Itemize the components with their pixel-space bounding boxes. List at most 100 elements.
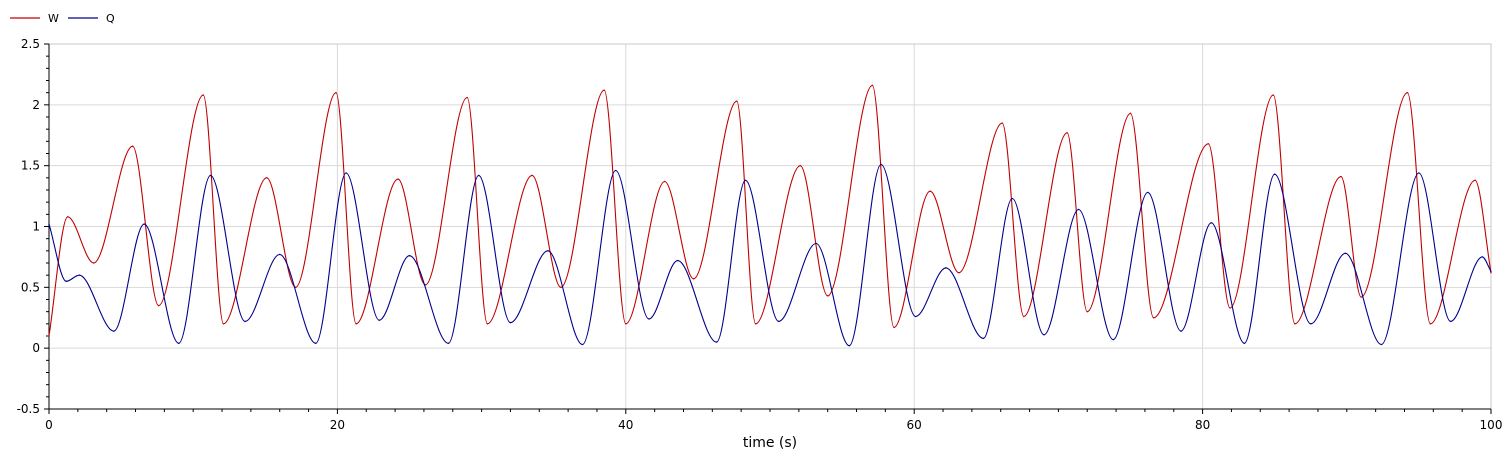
data-point-q	[615, 169, 617, 172]
data-point-q	[1380, 343, 1383, 346]
data-point-q	[1449, 320, 1452, 323]
data-point-q	[1481, 256, 1484, 258]
data-point-q	[378, 319, 380, 321]
data-point-q	[1243, 342, 1246, 344]
data-point-q	[715, 341, 718, 343]
data-point-w	[958, 272, 960, 274]
data-point-q	[848, 345, 851, 347]
data-point-w	[355, 323, 357, 325]
data-point-w	[871, 84, 874, 87]
data-point-w	[1207, 143, 1210, 145]
data-point-q	[478, 174, 480, 177]
data-point-w	[294, 286, 297, 289]
data-point-q	[1490, 270, 1492, 273]
data-point-q	[78, 274, 80, 276]
data-point-w	[531, 174, 533, 177]
data-point-w	[335, 91, 337, 94]
data-point-q	[982, 337, 985, 340]
series-line-w	[48, 84, 1492, 337]
data-point-q	[1147, 191, 1149, 194]
data-point-w	[603, 89, 605, 91]
x-tick-label: 60	[907, 418, 922, 432]
data-point-q	[1011, 197, 1013, 200]
data-point-w	[1406, 91, 1409, 94]
data-point-w	[202, 94, 204, 96]
data-point-q	[581, 343, 584, 346]
data-point-w	[222, 323, 225, 325]
data-point-w	[1490, 272, 1492, 274]
data-point-w	[664, 180, 666, 183]
data-point-w	[799, 164, 801, 167]
y-tick-label: -0.5	[17, 402, 40, 416]
data-point-w	[1360, 296, 1362, 298]
data-point-w	[1129, 112, 1132, 115]
y-tick-label: 1.5	[21, 159, 40, 173]
data-point-q	[648, 318, 650, 320]
data-point-w	[1294, 323, 1296, 325]
data-point-w	[1023, 315, 1025, 318]
data-point-q	[1210, 222, 1212, 224]
data-point-q	[178, 342, 180, 344]
data-point-w	[48, 335, 50, 337]
data-point-w	[893, 326, 895, 329]
data-point-q	[345, 172, 347, 174]
data-point-w	[625, 323, 627, 325]
legend-label-q: Q	[106, 12, 115, 25]
data-point-q	[744, 179, 747, 181]
data-point-w	[466, 96, 468, 99]
data-point-q	[1043, 334, 1045, 336]
data-point-w	[1229, 307, 1231, 309]
data-point-w	[754, 323, 757, 325]
data-point-q	[1344, 252, 1347, 254]
data-point-q	[209, 174, 212, 177]
series-line-q	[48, 163, 1492, 347]
data-point-q	[677, 259, 679, 262]
y-tick-label: 0	[32, 341, 40, 355]
data-point-w	[1340, 175, 1342, 178]
data-point-q	[1274, 173, 1276, 175]
series-lines	[48, 84, 1492, 347]
data-point-q	[1112, 338, 1114, 341]
y-tick-label: 0.5	[21, 280, 40, 294]
y-tick-label: 2.5	[21, 37, 40, 51]
data-point-q	[143, 223, 145, 225]
data-point-q	[65, 280, 68, 282]
data-point-q	[880, 163, 882, 166]
x-tick-label: 40	[618, 418, 633, 432]
y-tick-label: 2	[32, 98, 40, 112]
data-point-q	[1180, 330, 1182, 332]
data-point-w	[1066, 132, 1068, 134]
data-point-w	[1152, 317, 1155, 319]
axes: 0 20 40 60 80 100 -0.5 0 0.5 1 1.5 2 2.5	[17, 37, 1503, 432]
data-point-w	[266, 177, 268, 179]
data-point-w	[1086, 310, 1088, 313]
data-point-w	[131, 145, 134, 147]
x-tick-label: 80	[1195, 418, 1210, 432]
legend-label-w: W	[48, 12, 59, 25]
data-point-w	[736, 100, 738, 102]
data-point-w	[1001, 122, 1003, 124]
x-tick-label: 0	[45, 418, 53, 432]
data-point-q	[945, 267, 947, 269]
data-point-w	[560, 286, 562, 289]
data-point-w	[157, 304, 160, 307]
data-point-w	[67, 216, 69, 218]
data-point-q	[777, 320, 780, 323]
data-point-w	[93, 262, 95, 264]
data-point-w	[397, 178, 399, 180]
data-point-q	[1310, 323, 1312, 325]
data-point-q	[547, 250, 549, 252]
x-tick-label: 100	[1480, 418, 1503, 432]
data-point-w	[486, 323, 489, 325]
data-point-w	[826, 295, 829, 297]
data-point-w	[1474, 179, 1476, 181]
x-axis-label: time (s)	[743, 435, 797, 451]
y-tick-label: 1	[32, 220, 40, 234]
data-point-q	[279, 253, 281, 256]
data-point-w	[1429, 323, 1432, 325]
data-point-q	[914, 315, 917, 318]
data-point-q	[48, 223, 50, 225]
